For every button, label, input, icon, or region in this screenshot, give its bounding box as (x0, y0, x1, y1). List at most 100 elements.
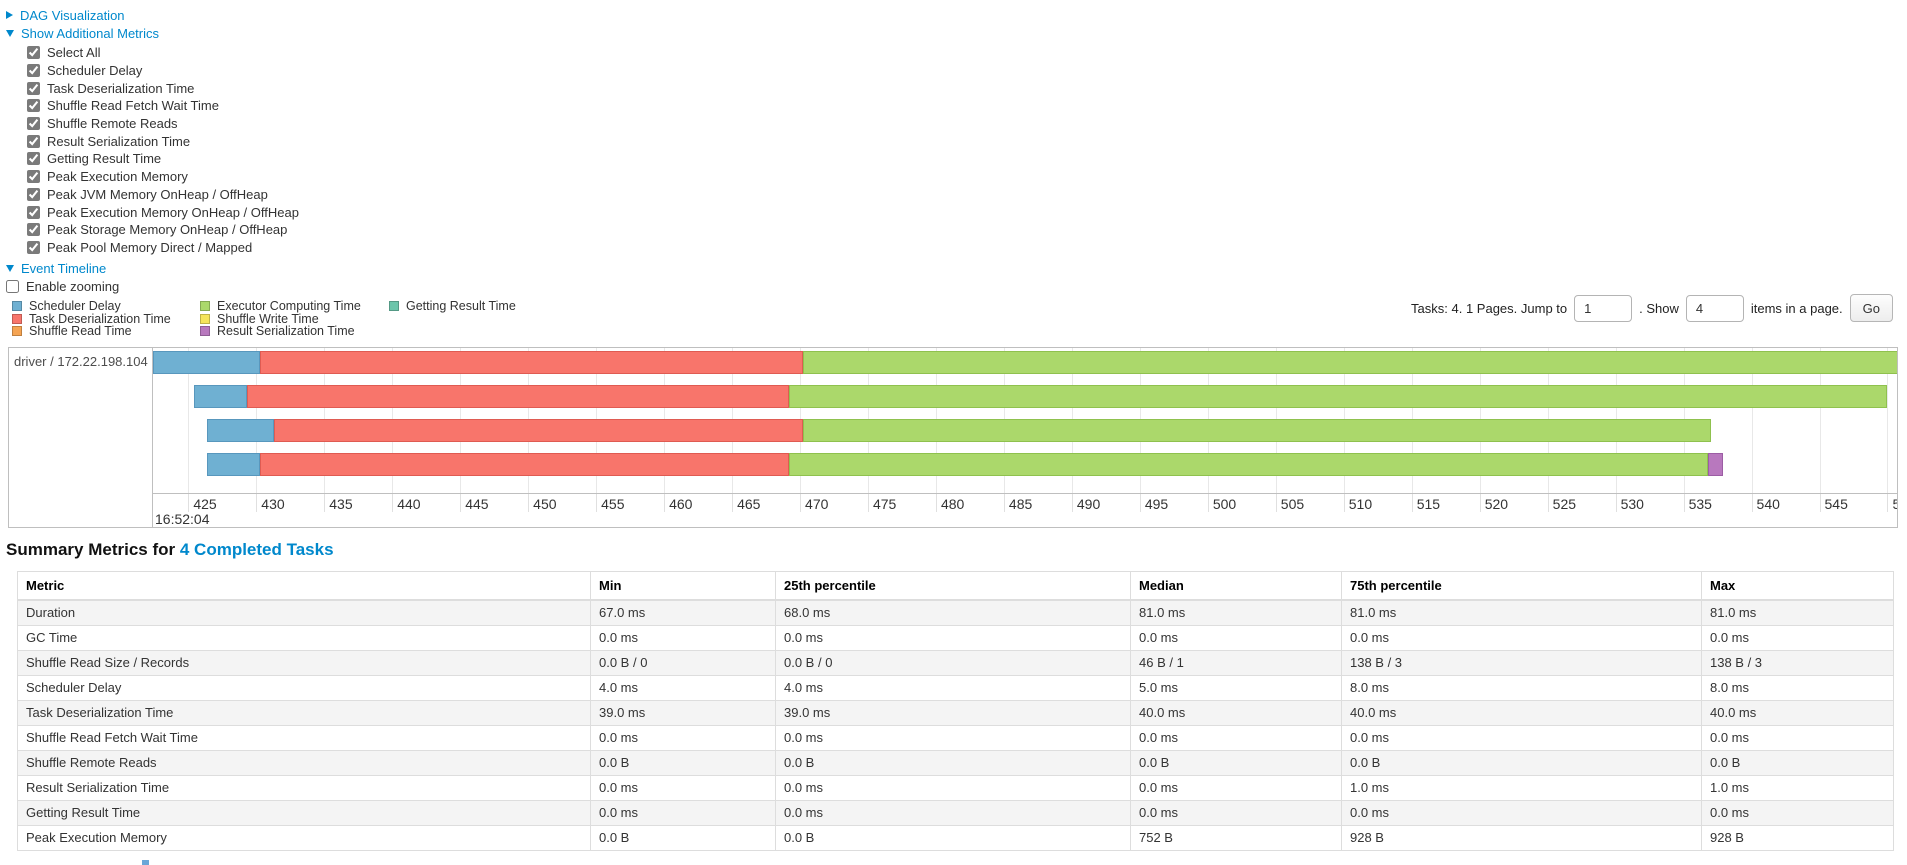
show-additional-metrics-toggle[interactable]: Show Additional Metrics (6, 24, 299, 42)
event-timeline-toggle[interactable]: Event Timeline (6, 259, 299, 277)
gridline (1887, 348, 1889, 493)
dag-visualization-toggle[interactable]: DAG Visualization (6, 6, 299, 24)
enable-zooming-row[interactable]: Enable zooming (6, 277, 299, 295)
legend-item: Scheduler Delay (12, 299, 171, 313)
task-segment-scheduler-delay[interactable] (207, 453, 261, 476)
axis-tick-label: 545 (1824, 496, 1848, 512)
metric-checkbox-label: Getting Result Time (47, 151, 162, 167)
go-button[interactable]: Go (1849, 294, 1893, 322)
metric-value-cell: 0.0 ms (590, 624, 776, 651)
task-segment-executor-computing[interactable] (789, 385, 1888, 408)
metric-checkbox-row[interactable]: Peak JVM Memory OnHeap / OffHeap (27, 186, 299, 204)
axis-tick (1819, 494, 1821, 512)
metric-checkbox-label: Peak Pool Memory Direct / Mapped (47, 239, 253, 255)
timeline-executor-column: driver / 172.22.198.104 (9, 348, 153, 527)
metric-checkbox-row[interactable]: Peak Execution Memory (27, 168, 299, 186)
metric-checkbox[interactable] (27, 81, 40, 95)
axis-tick-label: 495 (1144, 496, 1169, 512)
metric-checkbox[interactable] (27, 223, 40, 237)
metric-checkbox[interactable] (27, 99, 40, 113)
metric-checkbox-row[interactable]: Peak Storage Memory OnHeap / OffHeap (27, 221, 299, 239)
axis-tick-label: 525 (1552, 496, 1577, 512)
metric-checkbox[interactable] (27, 205, 40, 219)
axis-tick (800, 494, 802, 512)
metric-checkbox-label: Result Serialization Time (47, 133, 191, 149)
axis-tick-label: 485 (1008, 496, 1033, 512)
table-row: Result Serialization Time 0.0 ms 0.0 ms 0.0… (17, 774, 1894, 801)
metric-checkbox[interactable] (27, 46, 40, 60)
axis-tick-label: 535 (1688, 496, 1712, 512)
axis-tick (1751, 494, 1753, 512)
task-segment-result-serialization[interactable] (1708, 453, 1723, 476)
metric-value-cell: 0.0 B / 0 (775, 649, 1131, 676)
items-per-page-input[interactable] (1685, 294, 1744, 322)
task-segment-scheduler-delay[interactable] (207, 419, 274, 442)
axis-tick-label: 500 (1212, 496, 1237, 512)
metric-checkbox-label: Select All (47, 45, 101, 61)
metric-value-cell: 0.0 ms (1130, 774, 1342, 801)
axis-tick (1343, 494, 1345, 512)
metric-checkbox-row[interactable]: Peak Execution Memory OnHeap / OffHeap (27, 203, 299, 221)
metric-value-cell: 0.0 ms (590, 774, 776, 801)
metric-checkbox-row[interactable]: Shuffle Remote Reads (27, 115, 299, 133)
metric-checkbox-label: Peak Execution Memory (47, 169, 188, 185)
metric-value-cell: 138 B / 3 (1701, 649, 1894, 676)
metric-checkbox-row[interactable]: Task Deserialization Time (27, 79, 299, 97)
metric-checkbox[interactable] (27, 117, 40, 131)
metric-value-cell: 0.0 ms (775, 624, 1131, 651)
metric-checkbox[interactable] (27, 187, 40, 201)
task-segment-scheduler-delay[interactable] (153, 351, 261, 374)
metric-name-cell: Scheduler Delay (17, 674, 591, 701)
task-segment-task-deserialization[interactable] (260, 453, 790, 476)
metric-checkbox[interactable] (27, 134, 40, 148)
task-segment-scheduler-delay[interactable] (193, 385, 247, 408)
legend-item: Executor Computing Time (200, 299, 361, 313)
gridline (188, 348, 190, 493)
axis-tick-label: 465 (737, 496, 761, 512)
axis-tick (1411, 494, 1413, 512)
metric-value-cell: 0.0 B (1341, 749, 1702, 776)
task-segment-task-deserialization[interactable] (246, 385, 790, 408)
legend-label: Result Serialization Time (217, 323, 355, 338)
task-segment-executor-computing[interactable] (802, 419, 1711, 442)
tasks-count-text: Tasks: 4. 1 Pages. Jump to (1411, 300, 1568, 316)
metric-checkbox[interactable] (27, 152, 40, 166)
metric-checkbox-row[interactable]: Result Serialization Time (27, 132, 299, 150)
axis-tick-label: 460 (669, 496, 693, 512)
metric-checkbox-row[interactable]: Peak Pool Memory Direct / Mapped (27, 239, 299, 257)
axis-tick-label: 490 (1076, 496, 1101, 512)
task-segment-executor-computing[interactable] (789, 453, 1709, 476)
axis-tick-label: 475 (872, 496, 897, 512)
metric-checkbox-row[interactable]: Getting Result Time (27, 150, 299, 168)
metric-checkbox-row[interactable]: Scheduler Delay (27, 62, 299, 80)
task-segment-task-deserialization[interactable] (273, 419, 803, 442)
metric-checkbox-label: Scheduler Delay (47, 63, 143, 79)
metric-value-cell: 40.0 ms (1701, 699, 1894, 726)
task-timeline-row (153, 419, 1897, 442)
collapsed-arrow-icon (6, 11, 13, 19)
axis-tick-label: 470 (805, 496, 829, 512)
metric-checkbox[interactable] (27, 170, 40, 184)
metric-checkbox[interactable] (27, 64, 40, 78)
metric-checkbox-label: Shuffle Read Fetch Wait Time (47, 98, 219, 114)
table-row: Peak Execution Memory 0.0 B 0.0 B 752 B 928 … (17, 824, 1894, 851)
enable-zooming-checkbox[interactable] (6, 279, 19, 293)
completed-tasks-link[interactable]: 4 Completed Tasks (179, 540, 334, 559)
task-segment-task-deserialization[interactable] (260, 351, 803, 374)
table-header-cell: Max (1701, 571, 1894, 601)
task-segment-executor-computing[interactable] (802, 351, 1897, 374)
cut-off-next-section-fragment (142, 860, 149, 865)
axis-tick (1003, 494, 1005, 512)
legend-swatch-icon (12, 325, 22, 336)
metric-checkbox-row[interactable]: Shuffle Read Fetch Wait Time (27, 97, 299, 115)
axis-tick (867, 494, 869, 512)
legend-label: Getting Result Time (406, 299, 516, 314)
task-timeline-row (153, 385, 1897, 408)
legend-swatch-icon (12, 301, 22, 312)
metric-checkbox[interactable] (27, 240, 40, 254)
axis-tick-label: 435 (329, 496, 353, 512)
metric-checkbox-row[interactable]: Select All (27, 44, 299, 62)
jump-to-page-input[interactable] (1574, 294, 1633, 322)
executor-label: driver / 172.22.198.104 (14, 354, 148, 369)
